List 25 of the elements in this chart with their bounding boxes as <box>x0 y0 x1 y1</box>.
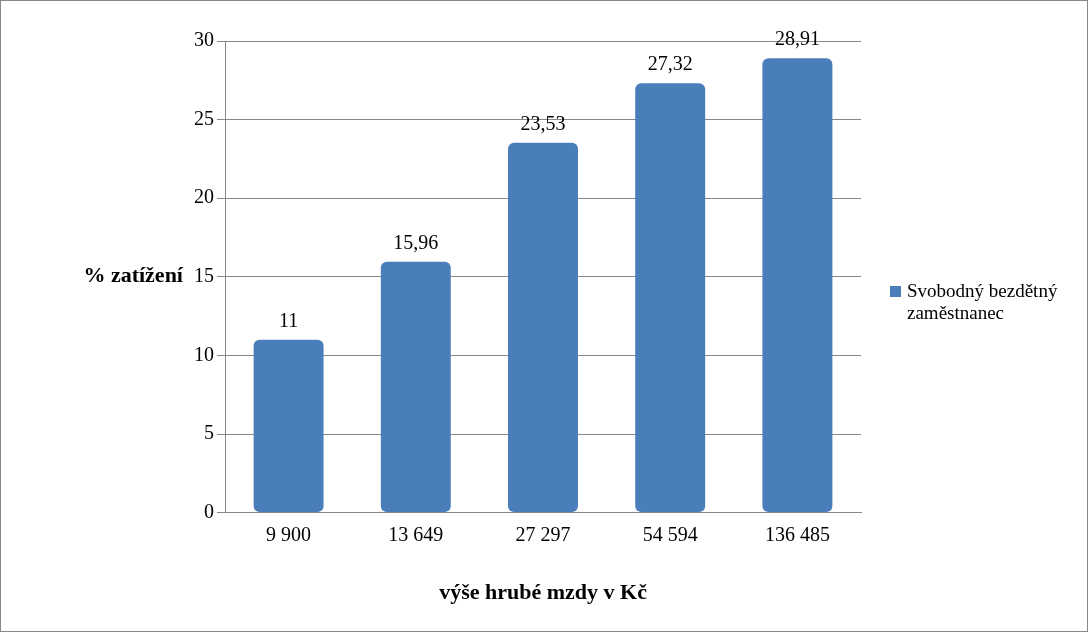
y-tick-label: 15 <box>194 264 214 287</box>
bar <box>508 142 578 513</box>
y-tick-label: 10 <box>194 342 214 365</box>
x-tick-label: 13 649 <box>388 522 444 545</box>
data-label: 15,96 <box>393 230 439 253</box>
x-tick-label: 9 900 <box>266 522 312 545</box>
y-tick-label: 0 <box>204 499 214 522</box>
x-tick-label: 27 297 <box>515 522 571 545</box>
bar <box>253 339 324 513</box>
y-tick-label: 25 <box>194 106 214 129</box>
bar <box>380 261 451 513</box>
legend-label: Svobodný bezdětný zaměstnanec <box>907 280 1059 324</box>
y-axis-title: % zatížení <box>83 262 184 288</box>
y-tick-label: 20 <box>194 185 214 208</box>
data-label: 27,32 <box>647 52 693 75</box>
bar <box>635 83 706 513</box>
bar <box>762 58 833 513</box>
data-label: 28,91 <box>774 27 820 50</box>
x-tick-label: 54 594 <box>642 522 698 545</box>
x-tick-label: 136 485 <box>764 522 830 545</box>
y-tick-label: 30 <box>194 28 214 51</box>
data-label: 11 <box>278 308 299 331</box>
x-axis-title: výše hrubé mzdy v Kč <box>439 579 648 605</box>
y-tick-label: 5 <box>204 421 214 444</box>
data-label: 23,53 <box>520 111 566 134</box>
